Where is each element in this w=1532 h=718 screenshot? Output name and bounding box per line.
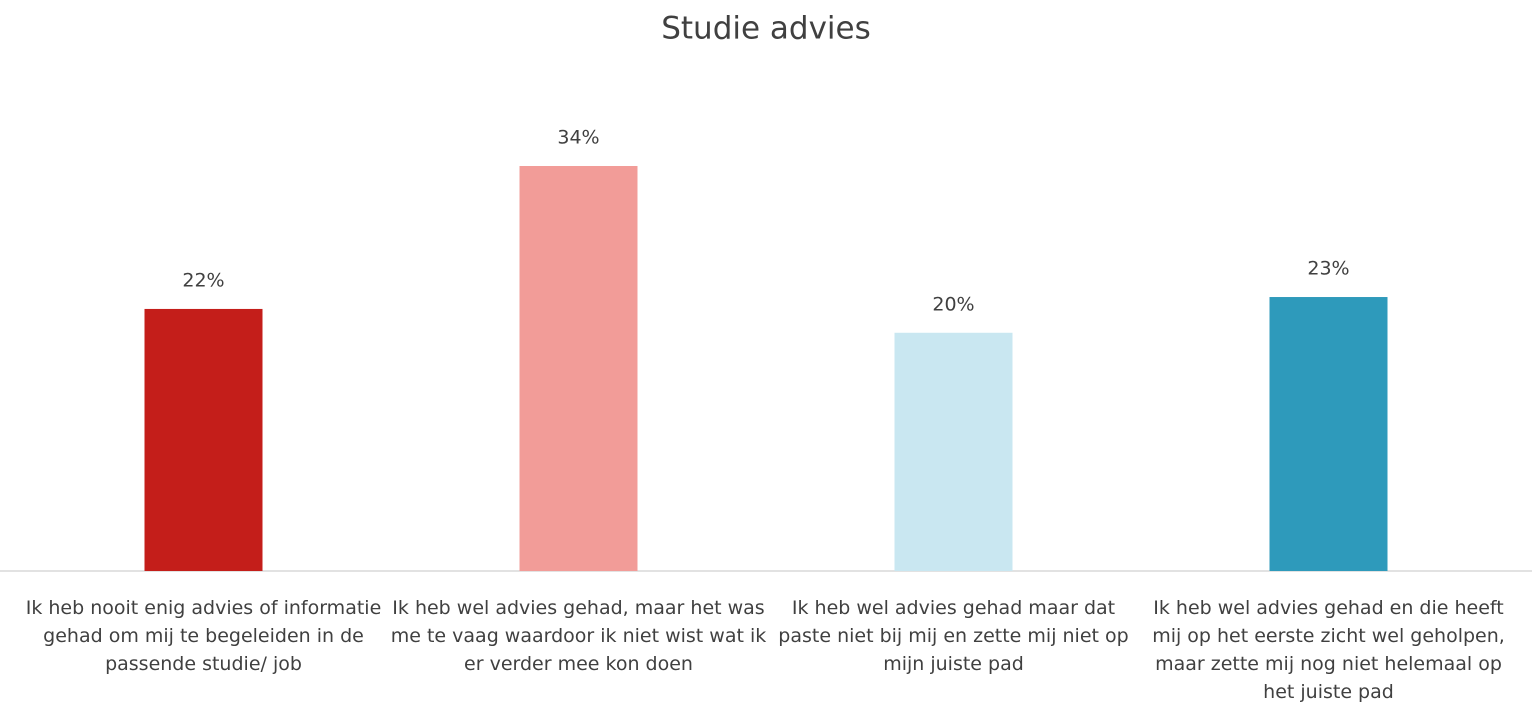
value-label: 22% <box>182 269 224 291</box>
chart-title: Studie advies <box>661 11 871 47</box>
value-label: 23% <box>1307 258 1349 280</box>
value-label: 20% <box>932 293 974 315</box>
x-tick-label: Ik heb wel advies gehad en die heeft mij… <box>1152 597 1505 703</box>
bar <box>144 308 263 571</box>
bar <box>1269 297 1388 571</box>
x-tick-label: Ik heb wel advies gehad maar dat paste n… <box>778 597 1129 675</box>
x-tick-label: Ik heb nooit enig advies of informatie g… <box>25 597 382 675</box>
bar <box>894 332 1013 571</box>
value-label: 34% <box>557 127 599 149</box>
x-tick-label: Ik heb wel advies gehad, maar het was me… <box>390 597 767 675</box>
bar <box>519 166 638 571</box>
